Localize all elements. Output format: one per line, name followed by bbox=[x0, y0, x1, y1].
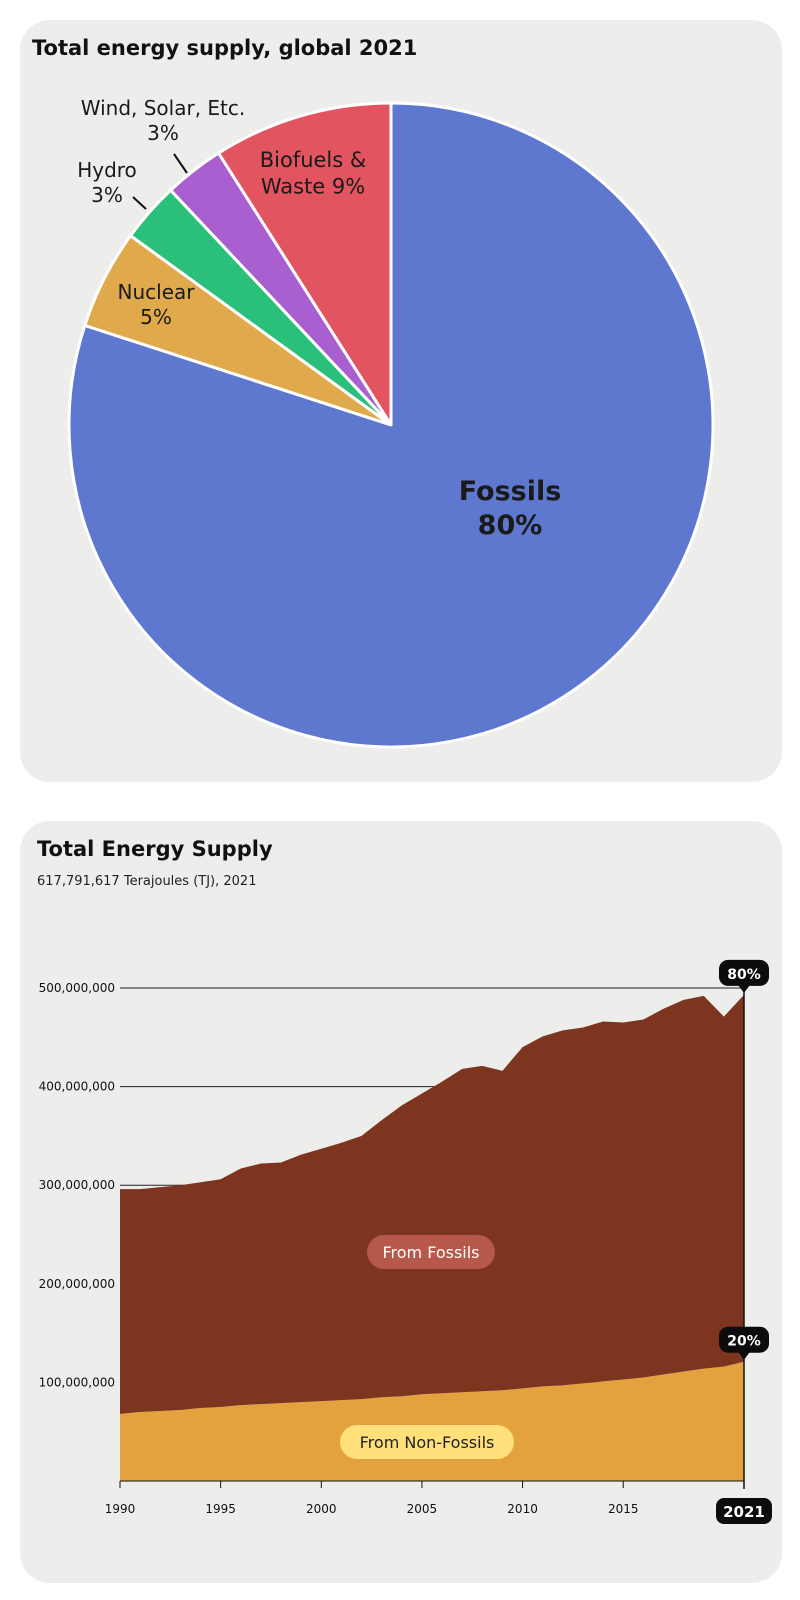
pie-leader-hydro bbox=[132, 196, 147, 210]
area-series-fossils bbox=[120, 994, 744, 1414]
pie-leader-wind-solar bbox=[173, 153, 188, 174]
non-fossils-share-badge-pointer bbox=[738, 1351, 750, 1360]
fossils-share-badge: 80% bbox=[719, 959, 769, 993]
area-chart: 100,000,000 200,000,000 300,000,000 400,000… bbox=[39, 959, 772, 1524]
pie-label-wind-solar: Wind, Solar, Etc. 3% bbox=[81, 96, 246, 145]
y-tick-label: 500,000,000 bbox=[39, 981, 115, 995]
y-tick-label: 200,000,000 bbox=[39, 1277, 115, 1291]
y-tick-label: 300,000,000 bbox=[39, 1178, 115, 1192]
x-tick-label: 2010 bbox=[507, 1502, 538, 1516]
area-series-non-fossils bbox=[120, 1361, 744, 1481]
pie-label-biofuels: Biofuels & Waste 9% bbox=[260, 148, 367, 198]
pie-label-hydro: Hydro 3% bbox=[77, 158, 137, 207]
fossils-share-badge-bg bbox=[719, 959, 769, 986]
end-year-label: 2021 bbox=[723, 1503, 765, 1521]
series-label-non-fossils-bg bbox=[340, 1425, 514, 1459]
y-tick-label: 100,000,000 bbox=[39, 1375, 115, 1389]
x-tick-label: 2005 bbox=[407, 1502, 438, 1516]
series-label-fossils-bg bbox=[367, 1235, 495, 1269]
non-fossils-share-badge-bg bbox=[719, 1326, 769, 1353]
y-tick-label: 400,000,000 bbox=[39, 1080, 115, 1094]
non-fossils-share-badge-text: 20% bbox=[727, 1334, 761, 1350]
pie-chart-title: Total energy supply, global 2021 bbox=[32, 36, 418, 60]
pie-chart-card: Total energy supply, global 2021 Fossils… bbox=[20, 20, 782, 782]
series-label-fossils-text: From Fossils bbox=[382, 1243, 479, 1262]
fossils-share-badge-text: 80% bbox=[727, 967, 761, 983]
x-tick-label: 2000 bbox=[306, 1502, 337, 1516]
pie-label-fossils: Fossils 80% bbox=[459, 476, 562, 541]
pie-slice-fossils bbox=[67, 101, 715, 749]
end-year-badge bbox=[716, 1498, 772, 1524]
x-tick-label: 2015 bbox=[608, 1502, 639, 1516]
area-chart-subtitle: 617,791,617 Terajoules (TJ), 2021 bbox=[37, 874, 257, 889]
area-chart-title: Total Energy Supply bbox=[37, 837, 273, 861]
non-fossils-share-badge: 20% bbox=[719, 1326, 769, 1360]
series-label-fossils: From Fossils bbox=[367, 1235, 495, 1269]
fossils-share-badge-pointer bbox=[738, 984, 750, 993]
x-tick-label: 1990 bbox=[105, 1502, 136, 1516]
series-label-non-fossils-text: From Non-Fossils bbox=[360, 1433, 495, 1452]
area-chart-card: Total Energy Supply 617,791,617 Terajoul… bbox=[20, 821, 782, 1583]
pie-chart: Fossils 80% Biofuels & Waste 9% Nuclear 5% Hyd… bbox=[67, 96, 715, 749]
pie-label-nuclear: Nuclear 5% bbox=[118, 280, 196, 329]
pie-slice-biofuels bbox=[216, 101, 393, 427]
series-label-non-fossils: From Non-Fossils bbox=[340, 1425, 514, 1459]
x-tick-label: 1995 bbox=[205, 1502, 236, 1516]
